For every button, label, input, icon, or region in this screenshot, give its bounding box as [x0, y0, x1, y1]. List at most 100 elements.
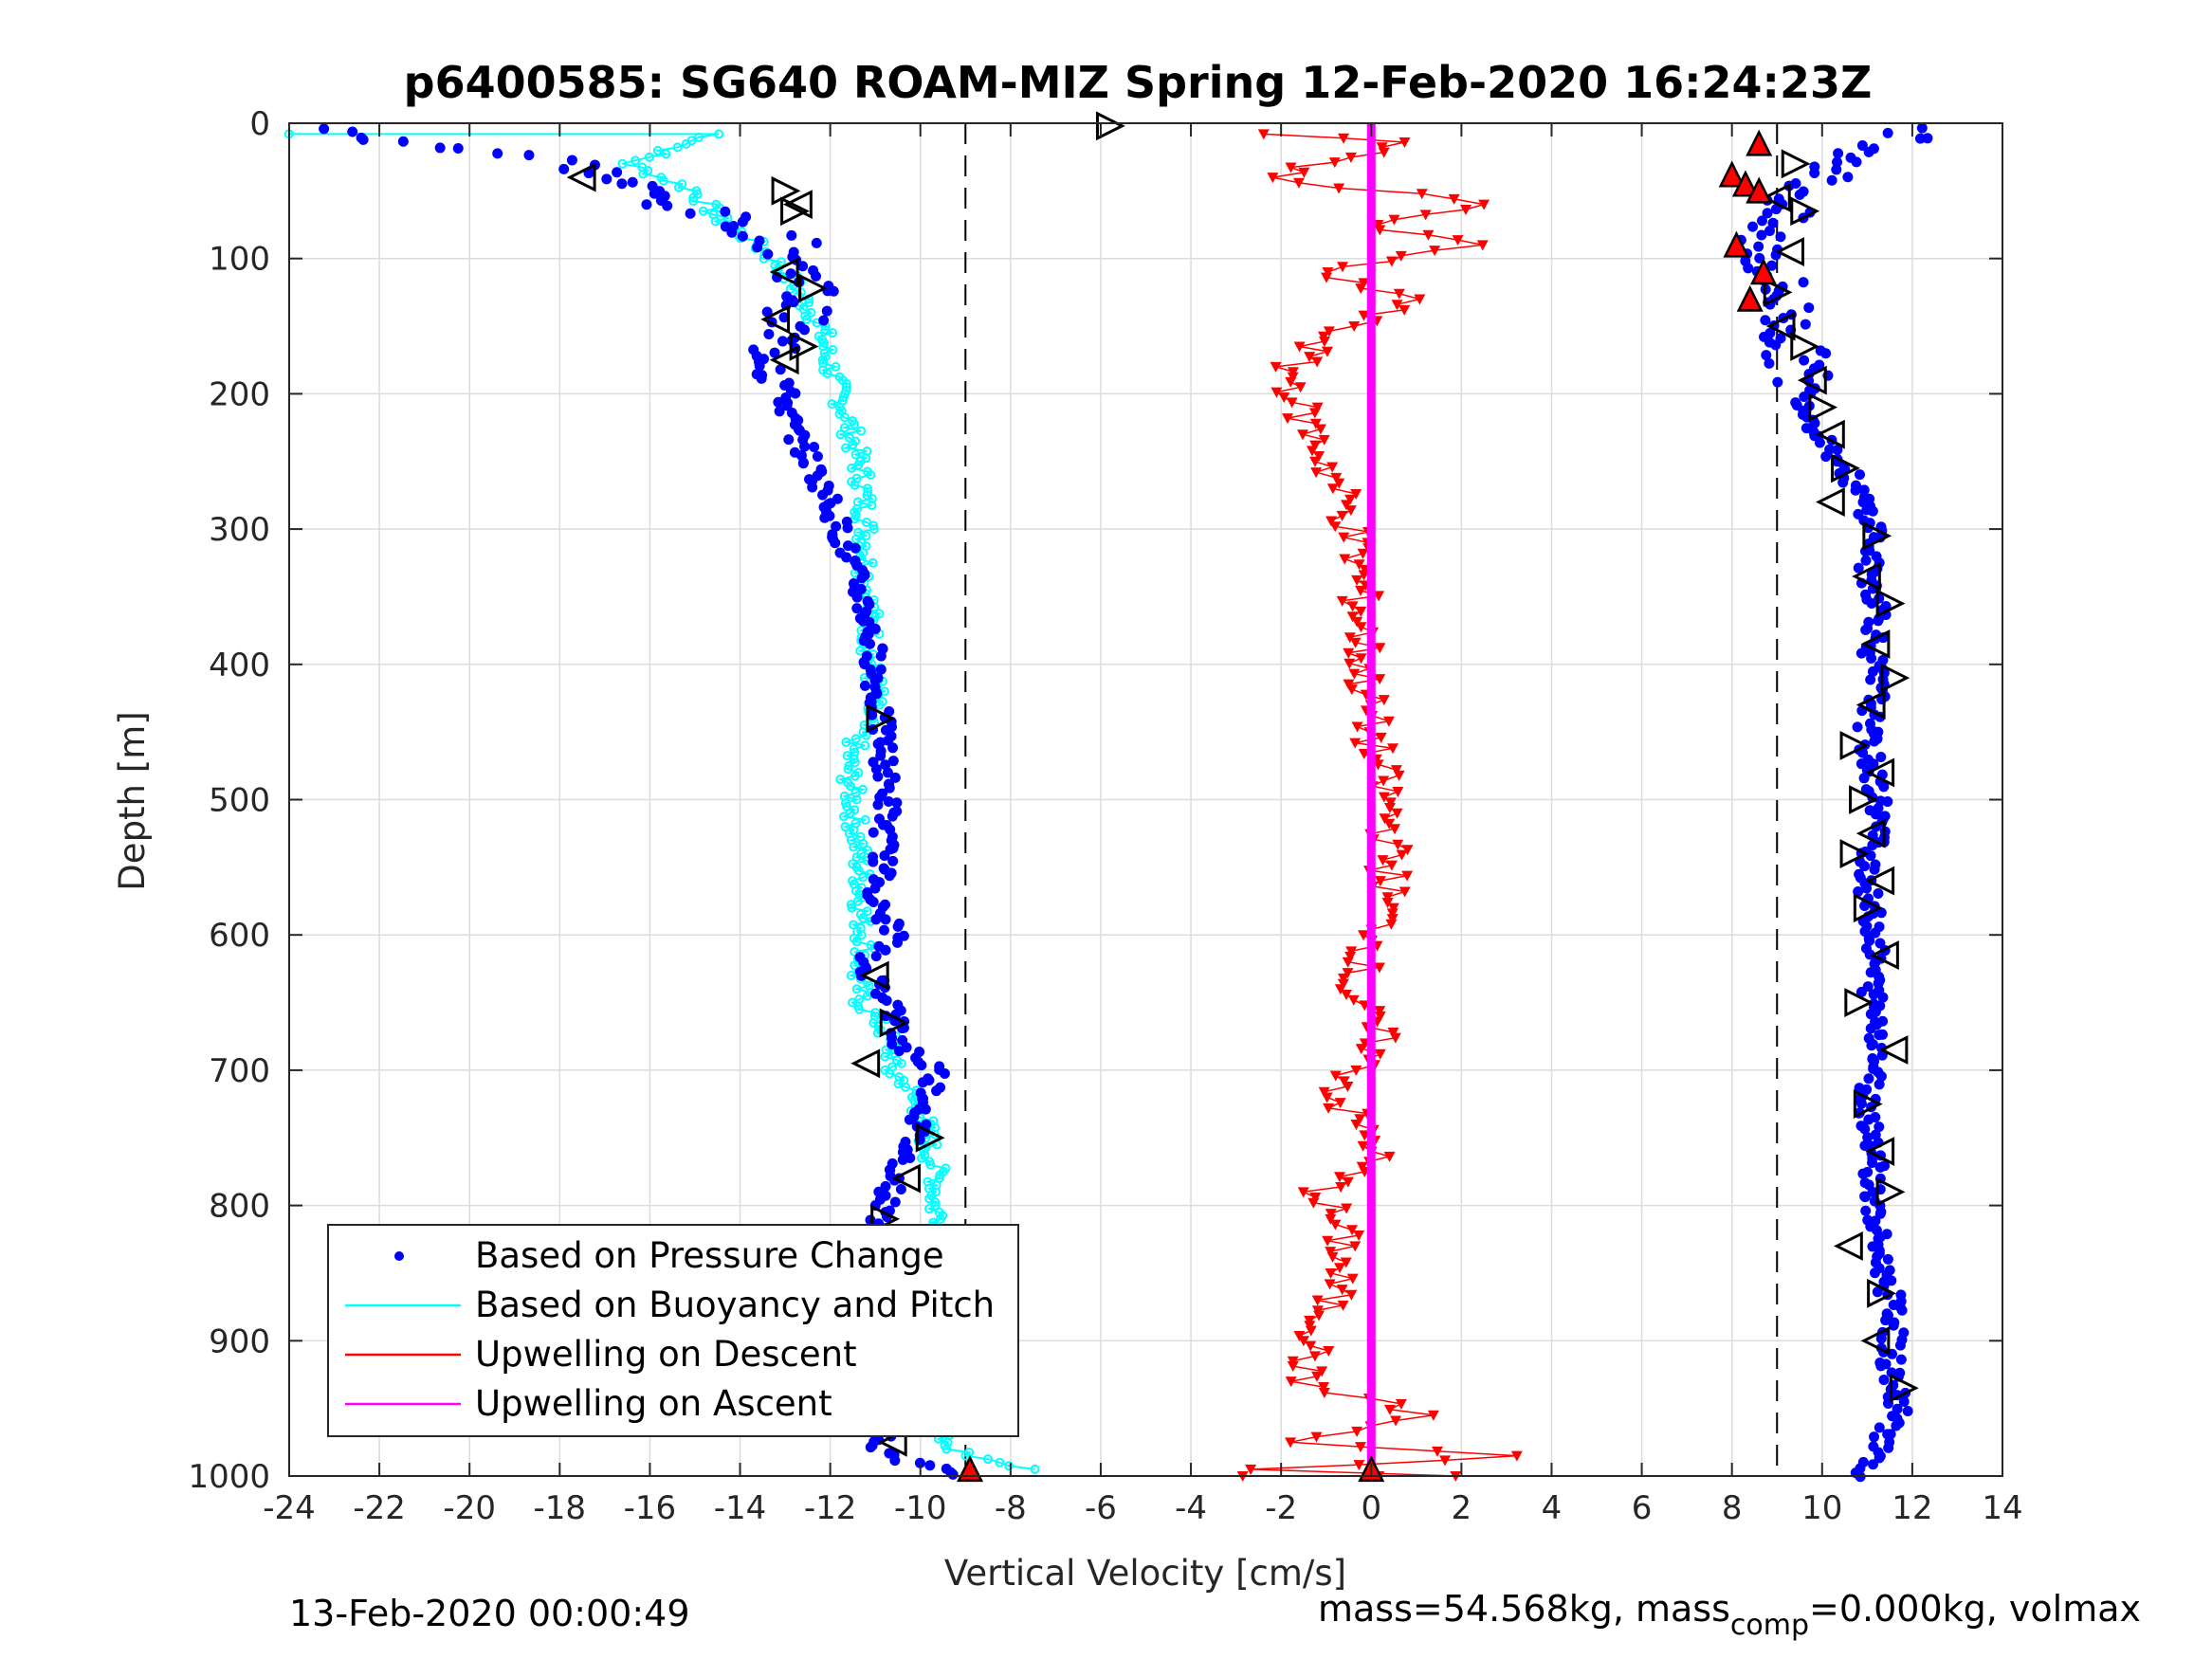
x-tick-label: -22: [353, 1489, 406, 1527]
pressure-point: [452, 143, 464, 155]
pressure-point: [1809, 417, 1820, 428]
buoyancy-point: [941, 1444, 952, 1454]
descent-point: [1392, 786, 1404, 797]
x-tick-label: -8: [995, 1489, 1027, 1527]
descent-point: [1308, 1351, 1321, 1362]
descent-point: [1349, 738, 1362, 749]
descent-point: [1351, 721, 1363, 733]
y-tick-label: 700: [209, 1052, 270, 1090]
buoyancy-point: [858, 872, 868, 883]
buoyancy-point: [840, 822, 850, 832]
descent-point: [1384, 797, 1397, 809]
descent-point: [1378, 792, 1390, 803]
pressure-point: [878, 924, 889, 936]
pressure-point: [1880, 1315, 1892, 1326]
pressure-point: [1874, 1121, 1885, 1133]
pressure-point: [1799, 355, 1810, 366]
apogee-marker: [1746, 176, 1773, 204]
buoyancy-point: [644, 152, 654, 162]
pressure-point: [1874, 1079, 1885, 1090]
descent-point: [1326, 483, 1339, 495]
buoyancy-point: [822, 368, 832, 378]
x-tick-label: -4: [1175, 1489, 1207, 1527]
pressure-point: [1869, 864, 1880, 875]
pressure-point: [1820, 348, 1832, 359]
descent-point: [1349, 1241, 1362, 1252]
descent-point: [1391, 300, 1403, 311]
descent-point: [1267, 173, 1279, 184]
pressure-point: [1775, 231, 1786, 243]
pressure-point: [828, 285, 839, 297]
descent-point: [1341, 1203, 1353, 1214]
descent-point: [1342, 1082, 1354, 1093]
legend-entry: Based on Pressure Change: [475, 1235, 944, 1276]
pressure-point: [1873, 615, 1884, 627]
descent-point: [1307, 1197, 1320, 1209]
pressure-point: [1874, 1452, 1885, 1464]
buoyancy-point: [851, 937, 862, 947]
descent-point: [1396, 849, 1408, 861]
y-tick-label: 1000: [188, 1458, 270, 1496]
descent-point: [1287, 1361, 1299, 1373]
buoyancy-point: [661, 149, 671, 159]
pressure-point: [752, 242, 763, 253]
pressure-point: [1870, 1267, 1881, 1279]
buoyancy-point: [1004, 1461, 1015, 1471]
descent-point: [1374, 1048, 1386, 1060]
descent-point: [1334, 1098, 1346, 1109]
pressure-point: [773, 396, 784, 408]
pressure-point: [1875, 752, 1887, 763]
buoyancy-point: [868, 557, 878, 568]
pressure-point: [856, 573, 868, 584]
x-tick-label: -2: [1265, 1489, 1297, 1527]
descent-point: [1285, 376, 1297, 388]
pressure-point: [1882, 796, 1893, 808]
descent-point: [1340, 500, 1352, 511]
buoyancy-point: [688, 192, 699, 203]
footer-mass-rest: =0.000kg, volmax: [1809, 1588, 2141, 1630]
pressure-point: [809, 441, 820, 452]
pressure-point: [1833, 148, 1844, 159]
descent-point: [1377, 855, 1389, 866]
descent-point: [1325, 1209, 1337, 1220]
buoyancy-point: [982, 1454, 993, 1465]
turn-marker: [1889, 1373, 1919, 1403]
descent-point: [1318, 337, 1330, 348]
turn-marker: [915, 1122, 945, 1153]
turn-marker: [1865, 1137, 1895, 1166]
turn-marker: [798, 273, 828, 303]
x-tick-label: -24: [263, 1489, 316, 1527]
descent-point: [1348, 321, 1361, 333]
buoyancy-point: [681, 138, 691, 149]
descent-point: [1374, 876, 1386, 887]
pressure-point: [842, 522, 853, 534]
pressure-point: [872, 799, 884, 811]
pressure-point: [1814, 437, 1825, 448]
descent-point: [1271, 387, 1283, 398]
pressure-point: [881, 994, 892, 1006]
buoyancy-point: [673, 182, 684, 192]
descent-point: [1297, 1336, 1309, 1347]
pressure-point: [1868, 989, 1879, 1000]
pressure-point: [786, 229, 797, 241]
descent-point: [1318, 1388, 1330, 1399]
descent-point: [1478, 199, 1490, 210]
descent-point: [1311, 356, 1324, 368]
pressure-point: [830, 538, 841, 549]
buoyancy-point: [710, 216, 721, 227]
descent-point: [1374, 674, 1386, 685]
descent-point: [1385, 919, 1398, 930]
descent-point: [1358, 310, 1370, 321]
pressure-point: [1866, 1040, 1877, 1051]
turn-marker: [891, 1163, 921, 1194]
descent-point: [1293, 341, 1306, 353]
pressure-point: [1803, 302, 1815, 314]
descent-point: [1305, 1340, 1317, 1352]
pressure-point: [870, 914, 882, 925]
y-tick-label: 400: [209, 647, 270, 684]
pressure-point: [872, 771, 884, 782]
buoyancy-point: [617, 158, 628, 169]
descent-point: [1419, 210, 1432, 221]
descent-point: [1393, 770, 1405, 781]
pressure-point: [897, 1154, 908, 1165]
